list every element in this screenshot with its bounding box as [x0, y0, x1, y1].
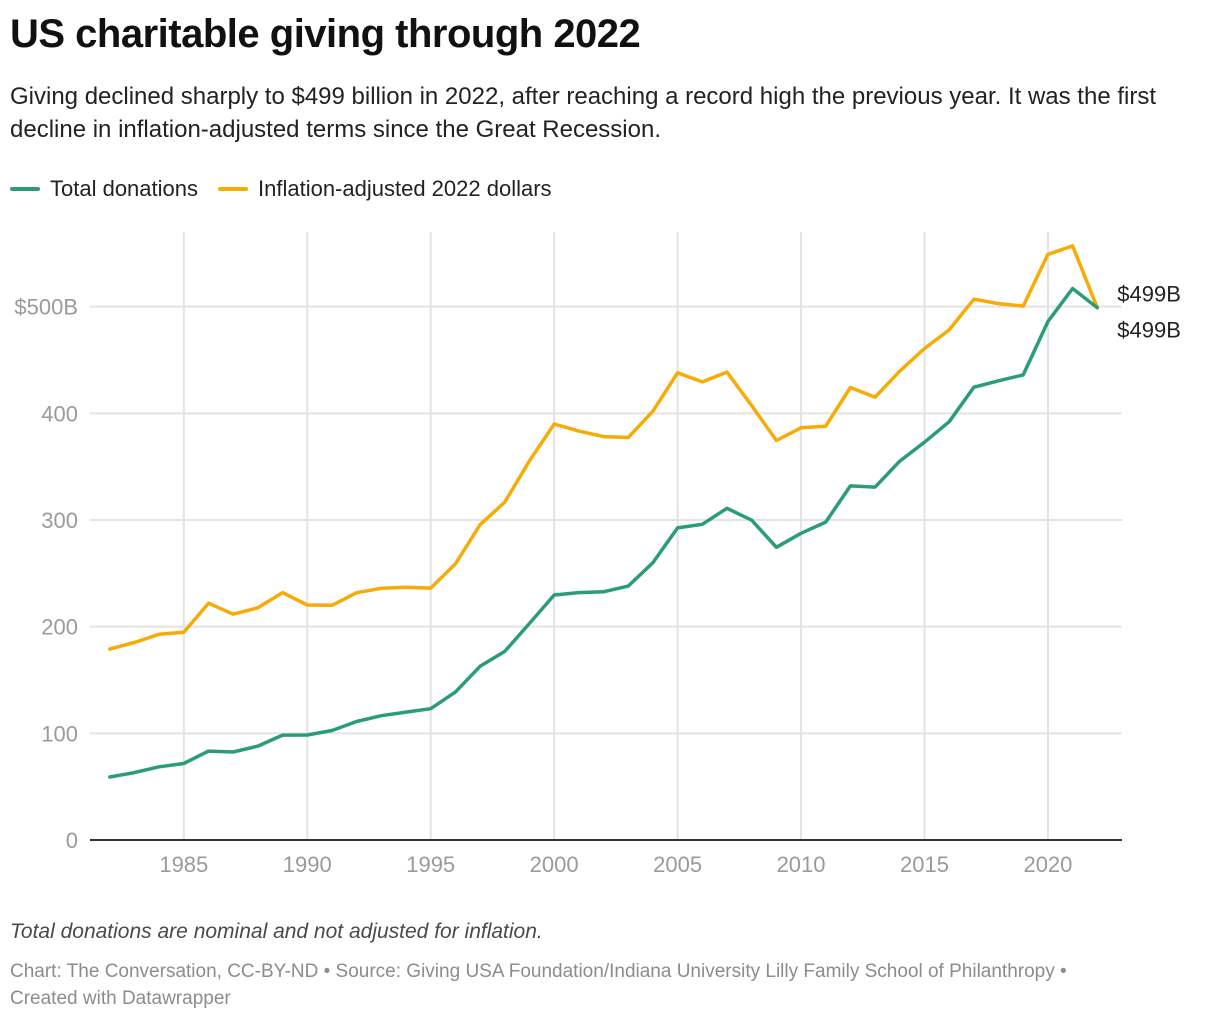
x-tick-label-1990: 1990 [283, 852, 332, 877]
y-tick-label-0: 0 [66, 828, 78, 853]
footer-created-with: Created with Datawrapper [10, 988, 231, 1009]
series-layer [108, 244, 1100, 779]
series-line-total-donations [108, 286, 1100, 779]
footer-credit: Chart: The Conversation, CC-BY-ND • Sour… [10, 961, 1067, 982]
x-tick-label-1995: 1995 [406, 852, 455, 877]
legend: Total donations Inflation-adjusted 2022 … [10, 176, 552, 202]
x-tick-label-1985: 1985 [159, 852, 208, 877]
y-tick-label-300: 300 [41, 508, 78, 533]
y-tick-label-500: $500B [14, 295, 78, 320]
legend-swatch-inflation-adjusted [218, 187, 248, 191]
legend-item-inflation-adjusted: Inflation-adjusted 2022 dollars [218, 176, 552, 202]
chart-subtitle: Giving declined sharply to $499 billion … [10, 83, 1156, 143]
x-tick-label-2020: 2020 [1023, 852, 1072, 877]
x-tick-label-2005: 2005 [653, 852, 702, 877]
y-tick-label-200: 200 [41, 615, 78, 640]
x-tick-label-2015: 2015 [900, 852, 949, 877]
end-label-inflation-adjusted: $499B [1117, 282, 1181, 307]
y-tick-label-400: 400 [41, 401, 78, 426]
chart-notes: Total donations are nominal and not adju… [10, 920, 543, 943]
x-tick-label-2010: 2010 [777, 852, 826, 877]
x-tick-label-2000: 2000 [530, 852, 579, 877]
legend-label-total-donations: Total donations [50, 176, 198, 201]
grid-layer [90, 232, 1122, 840]
legend-label-inflation-adjusted: Inflation-adjusted 2022 dollars [258, 176, 552, 201]
legend-swatch-total-donations [10, 187, 40, 191]
chart-footer: Chart: The Conversation, CC-BY-ND • Sour… [10, 958, 1210, 1012]
chart-title: US charitable giving through 2022 [10, 12, 641, 56]
label-layer: 1985 1990 1995 2000 2005 2010 2015 2020 0 100 200 3… [14, 282, 1181, 877]
series-line-inflation-adjusted [108, 244, 1100, 651]
y-tick-label-100: 100 [41, 721, 78, 746]
legend-item-total-donations: Total donations [10, 176, 198, 202]
end-label-total-donations: $499B [1117, 318, 1181, 343]
